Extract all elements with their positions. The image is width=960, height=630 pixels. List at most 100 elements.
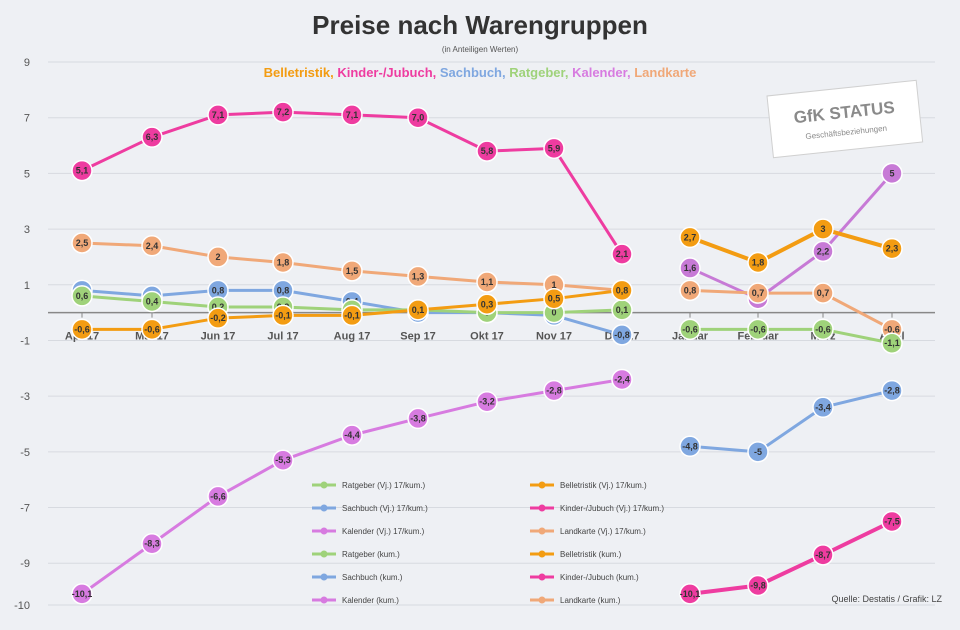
data-label: -3,4 xyxy=(815,402,831,412)
data-label: 1 xyxy=(551,280,556,290)
legend-label: Sachbuch (Vj.) 17/kum.) xyxy=(342,504,428,513)
data-label: -0,6 xyxy=(815,324,831,334)
data-label: -0,6 xyxy=(74,324,90,334)
data-label: -0,6 xyxy=(884,324,900,334)
series-line xyxy=(689,227,893,265)
y-tick-label: 3 xyxy=(24,224,30,236)
data-point xyxy=(341,424,363,446)
data-label: -0,1 xyxy=(275,310,291,320)
legend: Ratgeber (Vj.) 17/kum.) Belletristik (Vj.… xyxy=(312,481,664,605)
legend-marker xyxy=(538,527,546,535)
data-point xyxy=(611,279,633,302)
data-point xyxy=(881,162,903,185)
data-point xyxy=(272,251,294,274)
data-point xyxy=(476,140,498,162)
data-point xyxy=(881,332,903,354)
data-label: -2,8 xyxy=(884,386,900,396)
data-point xyxy=(476,390,498,413)
data-point xyxy=(407,265,429,288)
header-legend-item: Kalender, xyxy=(572,65,634,80)
data-point xyxy=(679,583,701,605)
data-label: -10,1 xyxy=(680,589,701,599)
data-point xyxy=(881,237,903,260)
y-tick-label: -9 xyxy=(20,558,30,570)
legend-marker xyxy=(320,481,328,489)
header-legend: Belletristik, Kinder-/Jubuch, Sachbuch, … xyxy=(264,65,697,80)
data-point xyxy=(679,226,701,249)
series: 0,8 0,7 0,7 -0,6 xyxy=(679,279,903,341)
data-label: 0,8 xyxy=(212,285,225,295)
data-label: 2,3 xyxy=(886,244,899,254)
header-legend-item: Landkarte xyxy=(634,65,696,80)
data-label: 5,9 xyxy=(548,143,561,153)
data-point xyxy=(812,218,834,240)
legend-item: Ratgeber (Vj.) 17/kum.) xyxy=(312,481,425,490)
y-tick-label: -10 xyxy=(14,600,30,612)
data-label: 0,1 xyxy=(412,305,425,315)
data-label: -4,4 xyxy=(344,430,360,440)
y-tick-label: 1 xyxy=(24,280,30,292)
data-point xyxy=(207,485,229,508)
data-label: 0,7 xyxy=(752,288,765,298)
series-line xyxy=(689,519,893,596)
legend-label: Landkarte (kum.) xyxy=(560,596,621,605)
data-point xyxy=(747,282,769,304)
y-tick-label: 9 xyxy=(24,57,30,69)
data-point xyxy=(141,235,163,257)
data-point xyxy=(679,435,701,458)
data-label: -6,6 xyxy=(210,491,226,501)
x-tick-label: Okt 17 xyxy=(470,331,504,343)
data-label: 1,8 xyxy=(277,257,290,267)
y-tick-label: -1 xyxy=(20,335,30,347)
series: -10,1 -9,8 -8,7 -7,5 xyxy=(679,510,903,605)
logo-box: GfK STATUS Geschäftsbeziehungen xyxy=(766,79,924,159)
data-label: -10,1 xyxy=(72,589,93,599)
data-point xyxy=(747,574,769,597)
data-point xyxy=(812,544,834,566)
data-label: -2,4 xyxy=(614,374,630,384)
series-line xyxy=(690,327,893,345)
data-label: -3,8 xyxy=(410,413,426,423)
data-label: -0,2 xyxy=(210,313,226,323)
data-label: -0,1 xyxy=(344,310,360,320)
data-label: 0,6 xyxy=(76,291,89,301)
data-label: 2,5 xyxy=(76,238,89,248)
data-point xyxy=(407,106,429,129)
data-label: 7,2 xyxy=(277,107,290,117)
legend-label: Kinder-/Jubuch (kum.) xyxy=(560,573,639,582)
data-point xyxy=(71,159,93,182)
y-tick-label: 5 xyxy=(24,168,30,180)
legend-marker xyxy=(538,573,546,581)
data-label: 2,1 xyxy=(616,249,629,259)
legend-label: Kalender (kum.) xyxy=(342,596,399,605)
legend-marker xyxy=(538,596,546,604)
data-point xyxy=(272,449,294,471)
legend-label: Kinder-/Jubuch (Vj.) 17/kum.) xyxy=(560,504,664,513)
data-label: -0,6 xyxy=(144,324,160,334)
series: -0,6 -0,6 -0,2 -0,1 -0,1 0,1 0,3 0,5 0,8 xyxy=(71,279,633,341)
data-label: -3,2 xyxy=(479,397,495,407)
legend-item: Kalender (Vj.) 17/kum.) xyxy=(312,527,425,536)
series-group: 5,1 6,3 7,1 7,2 7,1 7,0 5,8 5,9 2,1 2,5 2,4 2 1,8 1,5… xyxy=(71,101,903,605)
y-tick-label: -7 xyxy=(20,503,30,515)
legend-item: Belletristik (Vj.) 17/kum.) xyxy=(530,481,647,490)
data-label: 0,5 xyxy=(548,294,561,304)
data-label: -0,8 xyxy=(614,330,630,340)
data-label: 1,3 xyxy=(412,271,425,281)
data-label: 1,5 xyxy=(346,266,359,276)
x-tick-label: Jun 17 xyxy=(201,331,236,343)
data-label: -5 xyxy=(754,447,762,457)
data-point xyxy=(611,368,633,391)
data-point xyxy=(341,260,363,282)
legend-label: Belletristik (kum.) xyxy=(560,550,622,559)
data-point xyxy=(679,279,701,302)
data-label: 1,8 xyxy=(752,257,765,267)
legend-marker xyxy=(538,481,546,489)
data-label: 7,1 xyxy=(212,110,225,120)
legend-marker xyxy=(320,596,328,604)
data-label: -9,8 xyxy=(750,581,766,591)
series: 5,1 6,3 7,1 7,2 7,1 7,0 5,8 5,9 2,1 xyxy=(71,101,633,265)
data-label: 0,8 xyxy=(684,285,697,295)
data-label: 2,7 xyxy=(684,232,697,242)
legend-marker xyxy=(538,504,546,512)
